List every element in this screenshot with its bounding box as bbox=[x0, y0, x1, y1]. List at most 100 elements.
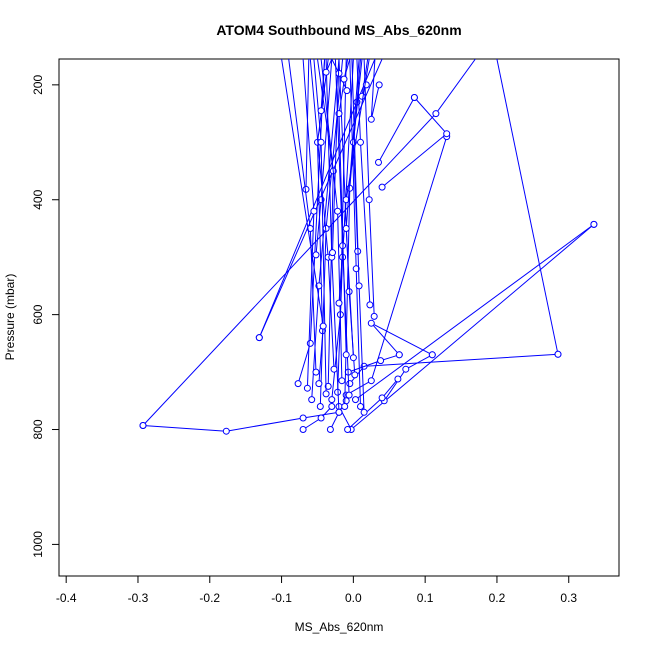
series-line bbox=[378, 97, 415, 163]
data-point bbox=[317, 414, 325, 422]
data-point bbox=[355, 282, 363, 290]
data-point bbox=[316, 403, 324, 410]
x-tick-label: -0.3 bbox=[128, 591, 149, 605]
data-point bbox=[222, 427, 230, 435]
data-point bbox=[342, 225, 350, 232]
data-point bbox=[366, 301, 374, 309]
data-point bbox=[367, 377, 375, 385]
data-point bbox=[378, 394, 386, 402]
data-point bbox=[322, 390, 330, 398]
data-point bbox=[329, 249, 336, 257]
series-14 bbox=[299, 403, 336, 433]
data-point bbox=[330, 365, 338, 373]
data-point bbox=[352, 265, 360, 273]
data-point bbox=[334, 207, 342, 215]
data-point bbox=[340, 75, 348, 83]
chart-title: ATOM4 Southbound MS_Abs_620nm bbox=[216, 22, 461, 38]
series-43 bbox=[351, 59, 368, 416]
series-line bbox=[496, 59, 559, 355]
series-0 bbox=[139, 408, 343, 435]
data-point bbox=[346, 380, 354, 388]
data-point bbox=[554, 350, 562, 358]
data-point bbox=[375, 81, 383, 89]
series-47 bbox=[322, 59, 333, 76]
y-tick-label: 200 bbox=[31, 75, 45, 95]
data-point bbox=[367, 115, 375, 123]
data-point bbox=[319, 322, 327, 330]
series-line bbox=[302, 59, 315, 389]
data-point bbox=[299, 414, 307, 422]
series-37 bbox=[313, 59, 330, 398]
data-point bbox=[367, 319, 375, 327]
data-point bbox=[349, 354, 357, 362]
series-16 bbox=[344, 375, 402, 433]
y-axis: 200 400 600 800 1000 bbox=[31, 75, 60, 558]
series-line bbox=[383, 354, 433, 402]
data-point bbox=[395, 351, 403, 359]
data-point bbox=[351, 371, 359, 379]
series-33 bbox=[320, 59, 346, 385]
data-point bbox=[428, 351, 436, 359]
series-45 bbox=[331, 59, 351, 95]
series-12 bbox=[380, 351, 436, 405]
data-point bbox=[324, 382, 332, 390]
series-48 bbox=[340, 59, 351, 83]
data-point bbox=[365, 196, 373, 204]
series-30 bbox=[349, 59, 364, 410]
series-line bbox=[142, 411, 340, 432]
data-point bbox=[317, 107, 325, 115]
x-tick-label: 0.3 bbox=[560, 591, 577, 605]
x-tick-label: -0.1 bbox=[271, 591, 292, 605]
x-tick-label: -0.4 bbox=[56, 591, 77, 605]
series-46 bbox=[317, 59, 326, 115]
data-point bbox=[342, 397, 350, 405]
series-line bbox=[302, 406, 333, 430]
series-line bbox=[338, 224, 595, 431]
series-39 bbox=[288, 59, 320, 376]
series-line bbox=[320, 59, 326, 111]
data-point bbox=[342, 351, 350, 359]
data-point bbox=[312, 368, 320, 376]
data-point bbox=[432, 110, 440, 118]
data-point bbox=[335, 408, 343, 416]
y-tick-label: 600 bbox=[31, 304, 45, 324]
data-point bbox=[328, 396, 336, 404]
x-tick-label: 0.1 bbox=[417, 591, 434, 605]
x-tick-label: 0.0 bbox=[345, 591, 362, 605]
data-point bbox=[322, 68, 330, 76]
series-6 bbox=[496, 59, 562, 358]
data-point bbox=[370, 312, 378, 320]
data-point bbox=[139, 422, 147, 429]
x-axis: -0.4 -0.3 -0.2 -0.1 0.0 0.1 0.2 0.3 bbox=[56, 575, 577, 605]
data-point bbox=[358, 92, 366, 100]
y-tick-label: 400 bbox=[31, 189, 45, 209]
data-point bbox=[342, 196, 350, 204]
data-point bbox=[308, 396, 316, 404]
data-point bbox=[299, 426, 307, 433]
series-21 bbox=[363, 59, 378, 320]
data-point bbox=[294, 380, 302, 388]
data-point bbox=[360, 408, 368, 416]
y-tick-label: 1000 bbox=[31, 531, 45, 558]
x-tick-label: 0.2 bbox=[489, 591, 506, 605]
series-line bbox=[281, 59, 324, 384]
data-point bbox=[310, 207, 318, 215]
data-point bbox=[315, 380, 323, 388]
data-point bbox=[375, 158, 382, 166]
data-point bbox=[378, 183, 386, 191]
series-11 bbox=[367, 319, 436, 359]
series-1 bbox=[139, 59, 476, 429]
series-24 bbox=[367, 59, 383, 123]
data-point bbox=[590, 220, 598, 228]
data-point bbox=[345, 391, 353, 399]
data-point bbox=[326, 426, 334, 433]
x-axis-label: MS_Abs_620nm bbox=[295, 620, 384, 634]
data-point bbox=[341, 403, 349, 410]
data-point bbox=[312, 251, 320, 259]
data-point bbox=[328, 403, 336, 410]
data-point bbox=[410, 94, 418, 101]
series-27 bbox=[308, 59, 340, 404]
data-point bbox=[357, 138, 364, 146]
data-point bbox=[303, 384, 311, 392]
